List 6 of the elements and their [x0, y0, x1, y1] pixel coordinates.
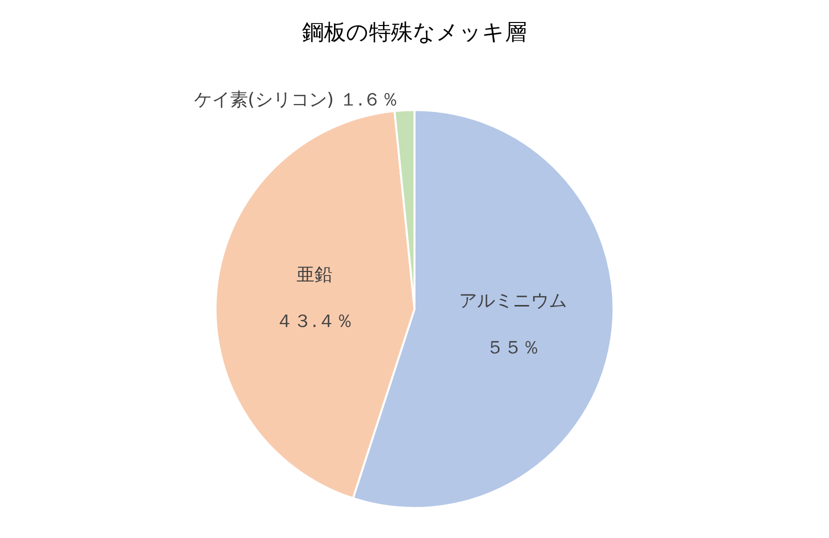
data-label: ４３.４％	[276, 311, 354, 332]
slice-label: 亜鉛	[296, 264, 332, 286]
data-label: ５５％	[486, 337, 540, 358]
slice-label: アルミニウム	[458, 290, 567, 312]
chart-title: 鋼板の特殊なメッキ層	[302, 20, 527, 46]
slice-label: ケイ素(シリコン) １.６％	[194, 89, 400, 110]
